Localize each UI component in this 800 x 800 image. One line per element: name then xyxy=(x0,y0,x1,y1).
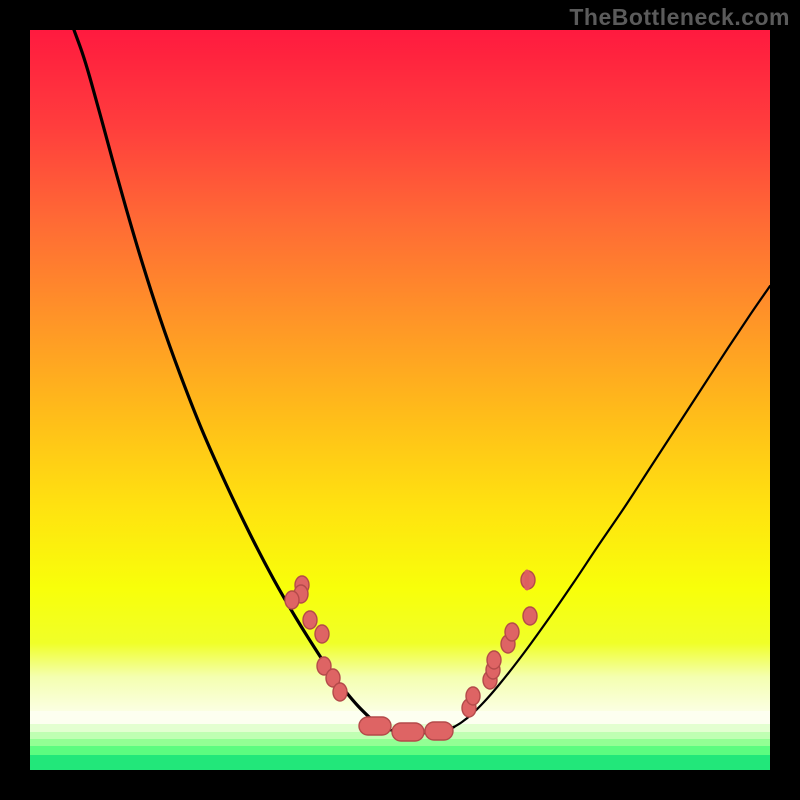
markers-left-cluster xyxy=(285,576,347,701)
plot-svg xyxy=(30,30,770,770)
markers-flat-pills xyxy=(359,717,453,741)
marker-pill xyxy=(425,722,453,740)
marker-dot xyxy=(285,591,299,609)
marker-dot xyxy=(303,611,317,629)
marker-pill xyxy=(359,717,391,735)
marker-dot xyxy=(487,651,501,669)
marker-dot xyxy=(523,607,537,625)
marker-dot xyxy=(466,687,480,705)
marker-pill xyxy=(392,723,424,741)
plot-frame xyxy=(30,30,770,770)
marker-dot xyxy=(315,625,329,643)
watermark-text: TheBottleneck.com xyxy=(569,4,790,31)
marker-dot xyxy=(333,683,347,701)
bottleneck-curve-left xyxy=(74,30,382,727)
marker-dot xyxy=(505,623,519,641)
markers-right-cluster xyxy=(462,571,537,717)
